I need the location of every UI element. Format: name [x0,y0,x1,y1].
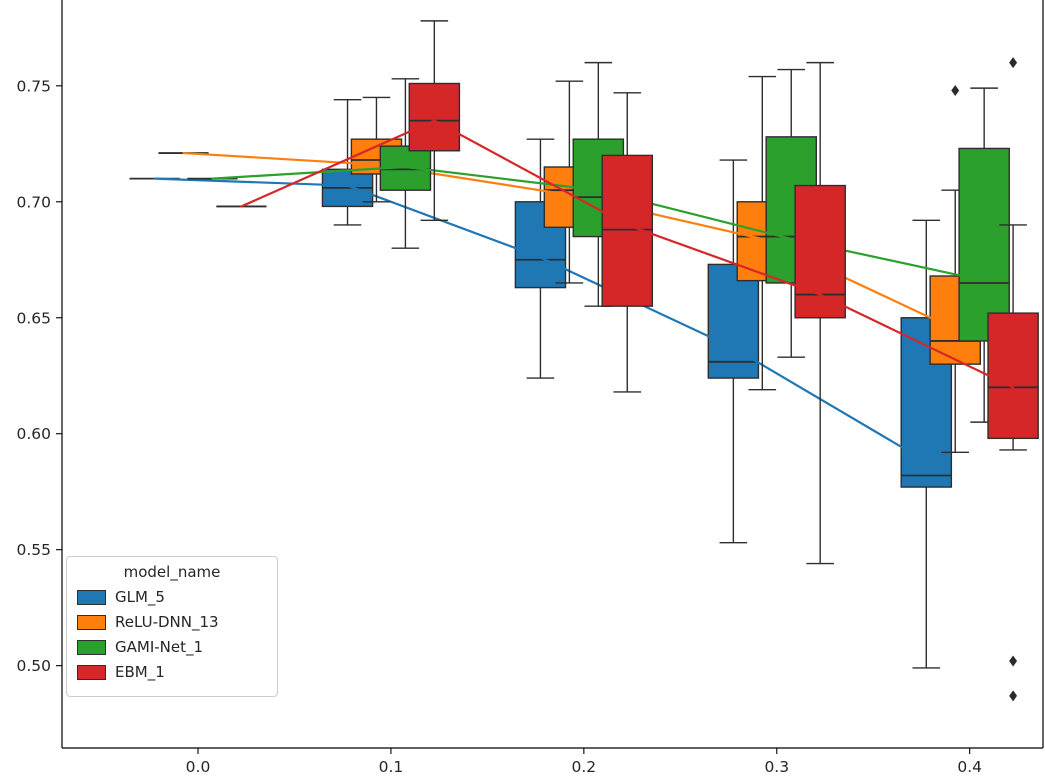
legend-label: GLM_5 [115,588,165,606]
box-GLM_5-x0.2 [514,138,567,379]
y-tick-label: 0.50 [16,657,51,675]
legend-swatch [77,664,106,680]
box-EBM_1-x0.3 [794,61,846,565]
legend-item-ReLU-DNN_13: ReLU-DNN_13 [77,613,267,631]
y-tick-label: 0.60 [16,425,51,443]
legend-swatch [77,639,106,655]
mean-line-GLM_5 [153,177,928,463]
x-tick-label: 0.3 [764,758,789,776]
box-EBM_1-x0.2 [601,92,654,393]
iqr-box [987,312,1039,440]
series-GAMI-Net_1 [187,61,1010,423]
legend-items: GLM_5 ReLU-DNN_13 GAMI-Net_1 EBM_1 [77,588,267,681]
x-tick-label: 0.4 [957,758,982,776]
iqr-box [707,263,760,379]
legend-swatch [77,589,106,605]
box-EBM_1-x0.1 [408,20,461,222]
iqr-box [408,82,461,152]
series-GLM_5 [129,99,953,669]
y-tick-label: 0.70 [16,193,51,211]
outlier-marker [1009,690,1018,702]
x-tick-label: 0.1 [379,758,404,776]
iqr-box [958,147,1010,342]
y-tick-label: 0.55 [16,541,51,559]
outlier-marker [1009,57,1018,69]
iqr-box [794,184,846,319]
mean-line-GAMI-Net_1 [211,165,986,282]
legend-label: GAMI-Net_1 [115,638,204,656]
legend-item-GLM_5: GLM_5 [77,588,267,606]
legend-item-EBM_1: EBM_1 [77,663,267,681]
box-GAMI-Net_1-x0.4 [958,87,1010,423]
outlier-marker [1009,655,1018,667]
y-tick-label: 0.75 [16,77,51,95]
legend-swatch [77,614,106,630]
iqr-box [514,201,567,289]
x-tick-label: 0.2 [572,758,597,776]
box-GLM_5-x0.3 [707,159,760,544]
x-tick-label: 0.0 [186,758,211,776]
legend-item-GAMI-Net_1: GAMI-Net_1 [77,638,267,656]
legend-title: model_name [123,563,221,581]
series-ReLU-DNN_13 [158,75,982,453]
legend-label: ReLU-DNN_13 [115,613,219,631]
y-tick-label: 0.65 [16,309,51,327]
legend-label: EBM_1 [115,663,165,681]
mean-line-EBM_1 [240,119,1015,389]
legend: model_name GLM_5 ReLU-DNN_13 GAMI-Net_1 EBM… [66,556,278,697]
box-GLM_5-x0.1 [321,99,374,226]
outlier-marker [951,84,960,96]
series-EBM_1 [216,20,1039,702]
